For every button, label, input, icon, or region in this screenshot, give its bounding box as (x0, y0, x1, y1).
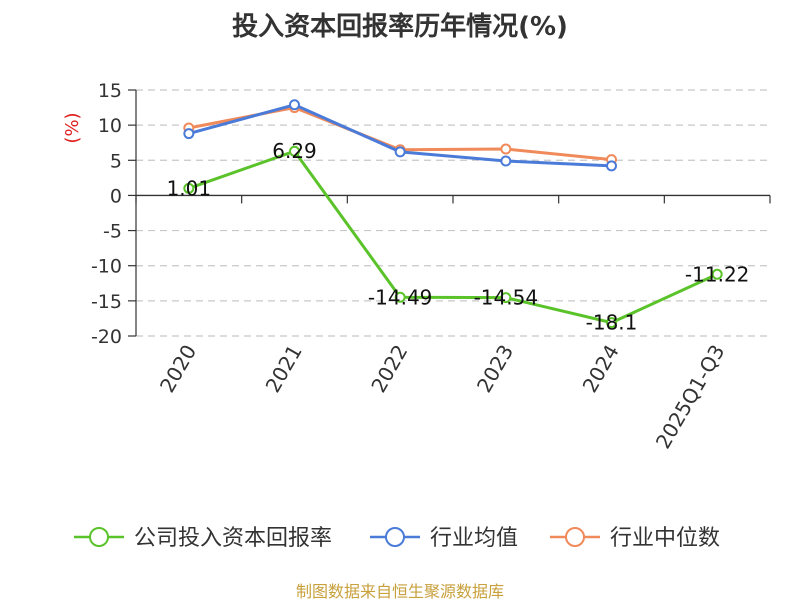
data-point (606, 160, 617, 172)
legend-marker (89, 527, 109, 547)
data-point (500, 292, 512, 304)
legend-label: 公司投入资本回报率 (134, 526, 332, 551)
axes: 15 10 5 0 -5 -10 -15 -20 (%) 2020 2021 2022 2023 2024… (62, 80, 771, 453)
legend-label: 行业中位数 (610, 526, 720, 551)
y-tick-label: -20 (91, 326, 122, 348)
y-tick-label: 10 (98, 115, 122, 137)
y-tick-label: -10 (91, 256, 122, 278)
legend-marker (385, 527, 405, 547)
y-tick-label: -5 (103, 221, 122, 243)
data-label: -14.54 (474, 286, 538, 310)
legend[interactable]: 公司投入资本回报率 行业均值 行业中位数 (74, 526, 720, 551)
y-tick-label: 15 (98, 80, 122, 102)
data-label: 6.29 (272, 139, 317, 163)
y-tick-label: 5 (110, 150, 122, 172)
x-tick-label: 2022 (366, 341, 412, 397)
legend-item[interactable]: 行业中位数 (550, 526, 720, 551)
data-point (500, 155, 512, 167)
x-tick-label: 2020 (155, 341, 201, 397)
x-tick-label: 2023 (472, 341, 518, 397)
data-point (500, 143, 512, 155)
data-point (289, 99, 300, 111)
data-point (289, 145, 300, 157)
grid-lines (136, 89, 770, 337)
series-lines (183, 99, 723, 329)
x-tick-label: 2025Q1-Q3 (651, 341, 730, 453)
legend-marker (565, 527, 585, 547)
data-label: -18.1 (586, 311, 638, 335)
data-label: 1.01 (167, 176, 212, 200)
x-tick-label: 2021 (261, 341, 307, 397)
legend-label: 行业均值 (430, 526, 518, 551)
data-label: -11.22 (685, 262, 749, 286)
data-labels: 1.01 6.29 -14.49 -14.54 -18.1 -11.22 (167, 139, 750, 334)
data-point (711, 268, 723, 280)
series-line (188, 149, 718, 325)
chart-title: 投入资本回报率历年情况(%) (232, 12, 568, 42)
data-point (394, 291, 406, 303)
data-point (394, 146, 406, 158)
legend-item[interactable]: 行业均值 (370, 526, 518, 551)
data-point (606, 317, 617, 329)
source-note: 制图数据来自恒生聚源数据库 (295, 582, 504, 601)
x-tick-label: 2024 (578, 341, 624, 397)
y-tick-label: 0 (110, 185, 122, 207)
y-tick-label: -15 (91, 291, 122, 313)
y-axis-label: (%) (62, 112, 83, 143)
data-point (183, 128, 195, 140)
data-point (183, 182, 195, 194)
legend-item[interactable]: 公司投入资本回报率 (74, 526, 332, 551)
data-label: -14.49 (368, 285, 432, 309)
